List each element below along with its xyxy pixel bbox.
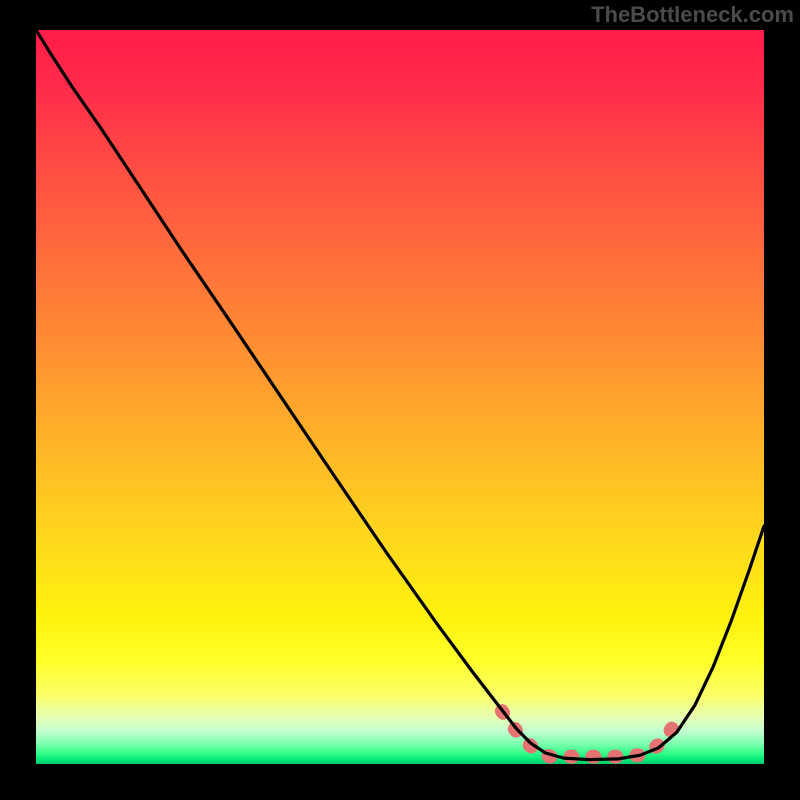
gradient-background <box>36 30 764 764</box>
chart-root: TheBottleneck.com <box>0 0 800 800</box>
plot-area <box>36 30 764 764</box>
plot-svg <box>36 30 764 764</box>
watermark-label: TheBottleneck.com <box>591 2 794 28</box>
